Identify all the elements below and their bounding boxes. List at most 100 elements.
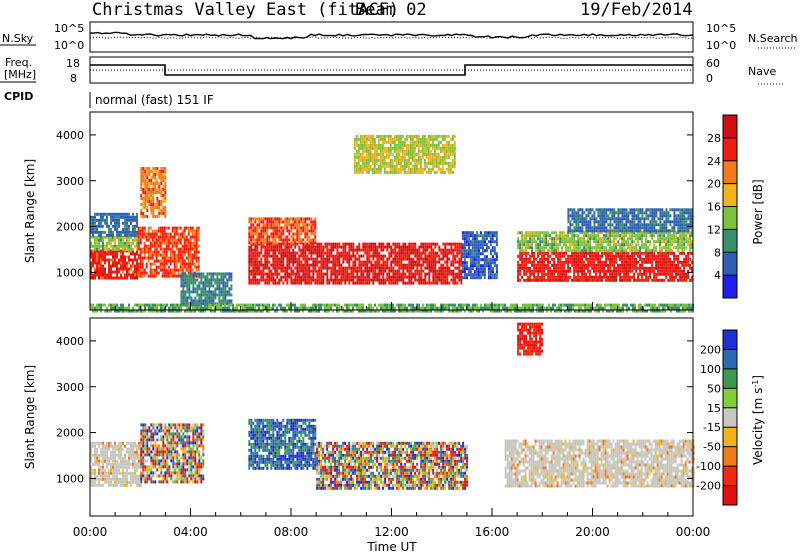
- power-cell: [400, 254, 403, 258]
- power-cell: [665, 243, 668, 247]
- power-cell: [336, 275, 339, 279]
- power-cell: [671, 251, 674, 255]
- power-cell: [379, 146, 382, 150]
- power-cell: [98, 235, 100, 239]
- power-cell: [667, 214, 670, 218]
- power-cell: [657, 251, 660, 255]
- nave-tick-top: 60: [706, 57, 720, 70]
- power-cell: [475, 237, 478, 241]
- power-cell: [603, 226, 606, 230]
- power-cell: [625, 240, 628, 244]
- power-cell: [124, 221, 126, 225]
- power-cell: [286, 251, 289, 255]
- power-cell: [204, 275, 207, 279]
- power-cell: [458, 278, 461, 282]
- power-cell: [120, 264, 122, 268]
- power-cell: [675, 217, 678, 221]
- power-cell: [149, 241, 152, 245]
- power-cell: [302, 257, 305, 261]
- power-cell: [134, 252, 136, 256]
- power-cell: [633, 240, 636, 244]
- power-cell: [461, 264, 464, 268]
- power-cell: [527, 257, 530, 261]
- power-cell: [330, 251, 333, 255]
- power-cell: [272, 254, 275, 258]
- power-cell: [248, 217, 251, 221]
- power-cell: [390, 254, 393, 258]
- power-cell: [416, 266, 419, 270]
- power-cell: [153, 232, 156, 236]
- power-cell: [154, 215, 157, 218]
- power-cell: [473, 246, 476, 250]
- power-cell: [290, 257, 293, 261]
- power-cell: [597, 243, 600, 247]
- power-cell: [659, 208, 662, 212]
- power-cell: [304, 241, 307, 245]
- power-cell: [162, 188, 165, 191]
- power-cell: [94, 218, 96, 222]
- power-cell: [92, 276, 94, 280]
- power-cell: [360, 248, 363, 252]
- power-cell: [679, 214, 682, 218]
- power-cell: [525, 231, 528, 235]
- power-cell: [577, 254, 580, 258]
- power-cell: [286, 229, 289, 233]
- power-cell: [402, 266, 405, 270]
- power-cell: [392, 260, 395, 264]
- power-cell: [136, 264, 138, 268]
- power-cell: [665, 272, 668, 276]
- power-cell: [571, 231, 574, 235]
- power-cell: [619, 217, 622, 221]
- power-cell: [150, 176, 153, 179]
- power-cell: [306, 272, 309, 276]
- power-cell: [657, 217, 660, 221]
- power-cell: [262, 217, 265, 221]
- power-cell: [316, 281, 319, 285]
- power-cell: [388, 257, 391, 261]
- power-cell: [573, 237, 576, 241]
- power-cell: [181, 250, 184, 254]
- power-cell: [390, 269, 393, 273]
- power-cell: [294, 254, 297, 258]
- power-cell: [354, 257, 357, 261]
- power-cell: [392, 281, 395, 285]
- power-cell: [671, 260, 674, 264]
- power-cell: [452, 263, 455, 267]
- power-cell: [683, 257, 686, 261]
- power-cell: [375, 146, 378, 150]
- power-cell: [192, 281, 195, 285]
- power-cell: [108, 230, 110, 234]
- power-cell: [641, 272, 644, 276]
- power-cell: [204, 278, 207, 282]
- power-cell: [687, 214, 690, 218]
- power-cell: [406, 251, 409, 255]
- power-cell: [108, 241, 110, 245]
- power-cell: [677, 208, 680, 212]
- power-cell: [118, 215, 120, 219]
- nave-tick-bottom: 0: [706, 72, 713, 85]
- power-cell: [370, 269, 373, 273]
- power-cell: [134, 230, 136, 234]
- power-cell: [282, 229, 285, 233]
- power-cell: [627, 260, 630, 264]
- power-cell: [659, 249, 662, 253]
- power-cell: [382, 257, 385, 261]
- power-cell: [300, 275, 303, 279]
- power-cell: [446, 275, 449, 279]
- power-cell: [118, 241, 120, 245]
- power-cell: [368, 257, 371, 261]
- power-cell: [153, 268, 156, 272]
- power-cell: [573, 254, 576, 258]
- power-cell: [332, 260, 335, 264]
- power-cell: [377, 167, 380, 171]
- power-cell: [422, 281, 425, 285]
- power-cell: [362, 272, 365, 276]
- power-cell: [609, 254, 612, 258]
- power-cell: [104, 235, 106, 239]
- power-cell: [661, 278, 664, 282]
- power-cell: [521, 231, 524, 235]
- power-cell: [567, 240, 570, 244]
- power-cell: [230, 284, 233, 288]
- power-cell: [385, 161, 388, 165]
- power-cell: [90, 249, 92, 253]
